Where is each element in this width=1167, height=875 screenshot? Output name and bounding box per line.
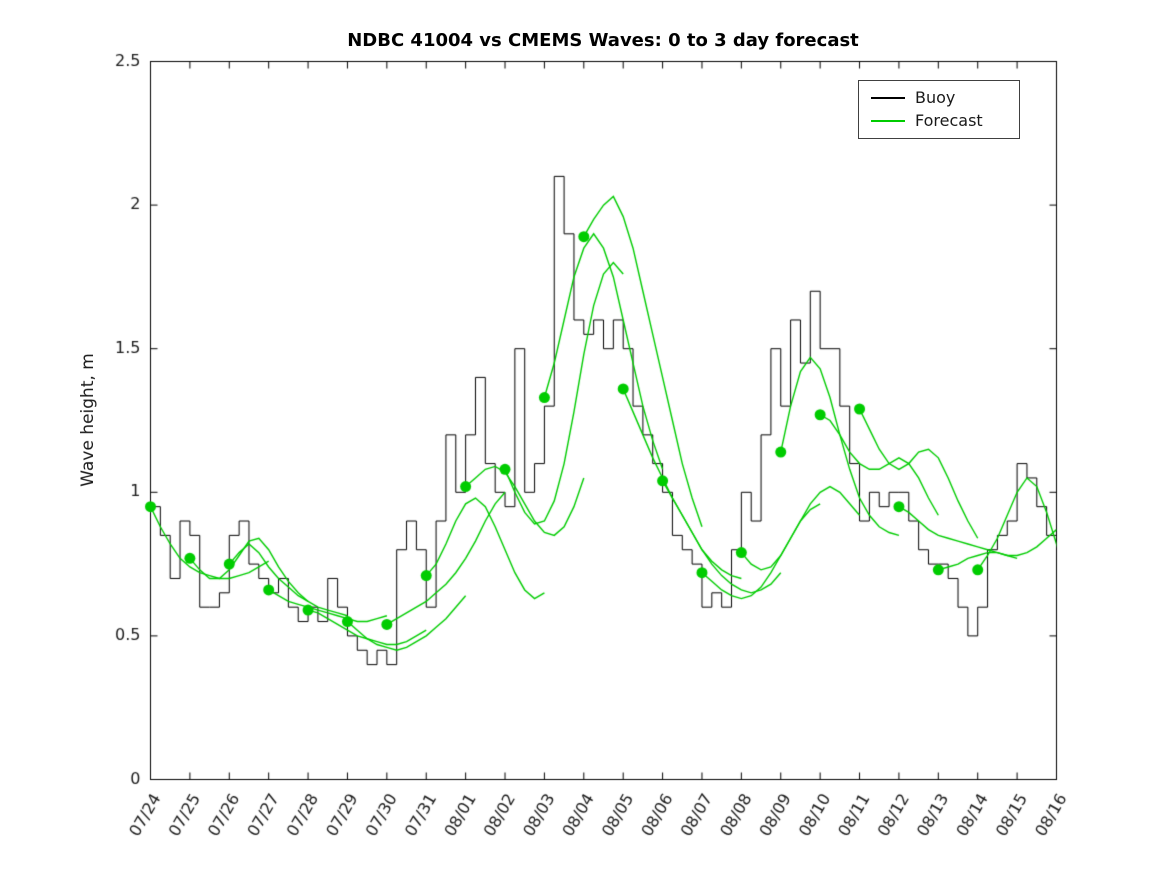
legend-label-forecast: Forecast: [915, 111, 983, 130]
legend: Buoy Forecast: [858, 80, 1020, 139]
legend-item-forecast: Forecast: [871, 113, 1007, 129]
y-axis-label: Wave height, m: [78, 353, 98, 487]
chart-title: NDBC 41004 vs CMEMS Waves: 0 to 3 day fo…: [347, 30, 859, 51]
buoy-line-swatch: [871, 97, 905, 99]
forecast-line-swatch: [871, 120, 905, 122]
legend-label-buoy: Buoy: [915, 88, 956, 107]
legend-item-buoy: Buoy: [871, 90, 1007, 106]
